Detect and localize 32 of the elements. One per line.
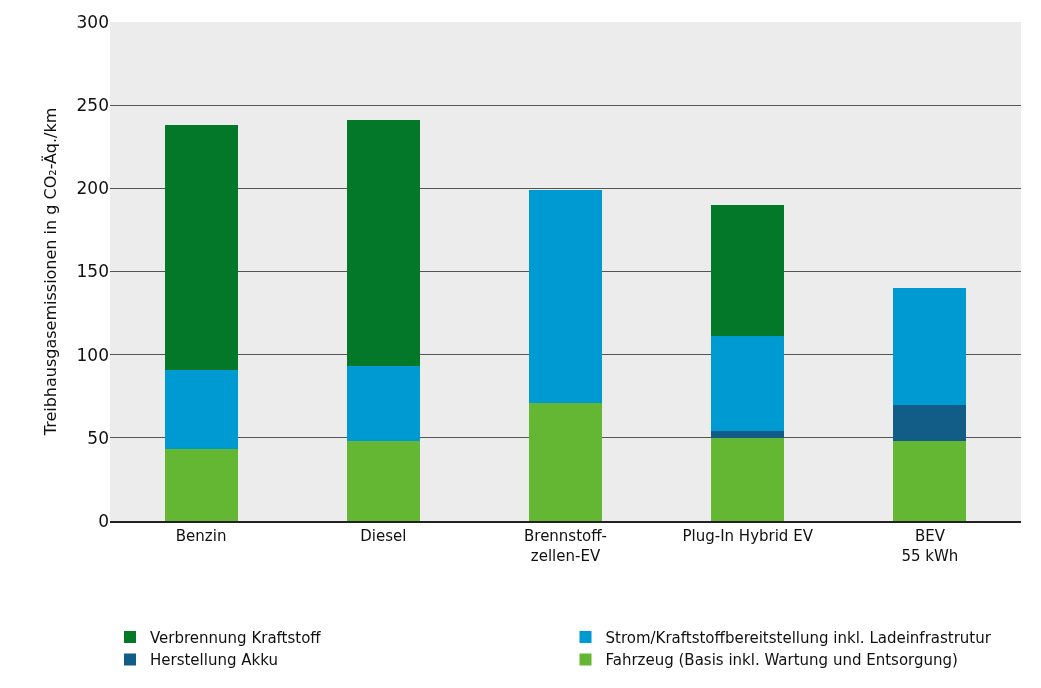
x-tick-label: Brennstoff- zellen-EV	[524, 527, 607, 565]
bar	[164, 125, 238, 370]
y-tick-label: 0	[98, 510, 109, 531]
y-tick-label: 300	[76, 11, 109, 32]
bar	[529, 190, 602, 403]
y-tick-label: 250	[76, 95, 109, 116]
y-tick-label: 100	[76, 344, 109, 365]
x-tick-label: Plug-In Hybrid EV	[682, 527, 814, 545]
x-tick-label: BEV 55 kWh	[901, 527, 959, 565]
bar	[346, 441, 420, 521]
x-tick-label: Benzin	[175, 527, 227, 545]
bar	[164, 449, 238, 521]
bar	[893, 404, 967, 442]
bar	[711, 437, 785, 521]
bar	[711, 431, 785, 438]
x-tick-label: Diesel	[360, 527, 407, 545]
bar	[529, 402, 602, 521]
legend-label: Fahrzeug (Basis inkl. Wartung und Entsorgung)	[605, 651, 958, 670]
y-tick-label: 50	[87, 427, 109, 448]
legend-label: Strom/Kraftstoffbereitstellung inkl. Ladeinfrastrutur	[605, 628, 992, 647]
bar	[893, 441, 967, 521]
y-tick-label: 150	[76, 261, 109, 282]
bar	[893, 288, 967, 405]
bar	[164, 369, 238, 450]
bar	[346, 366, 420, 442]
legend-label: Verbrennung Kraftstoff	[150, 628, 322, 647]
legend-label: Herstellung Akku	[150, 651, 278, 670]
bar	[346, 120, 420, 367]
bar	[711, 204, 785, 337]
y-tick-label: 200	[76, 178, 109, 199]
y-axis-title: Treibhausgasemissionen in g CO₂-Äq./km	[41, 107, 61, 437]
bar	[711, 336, 785, 432]
